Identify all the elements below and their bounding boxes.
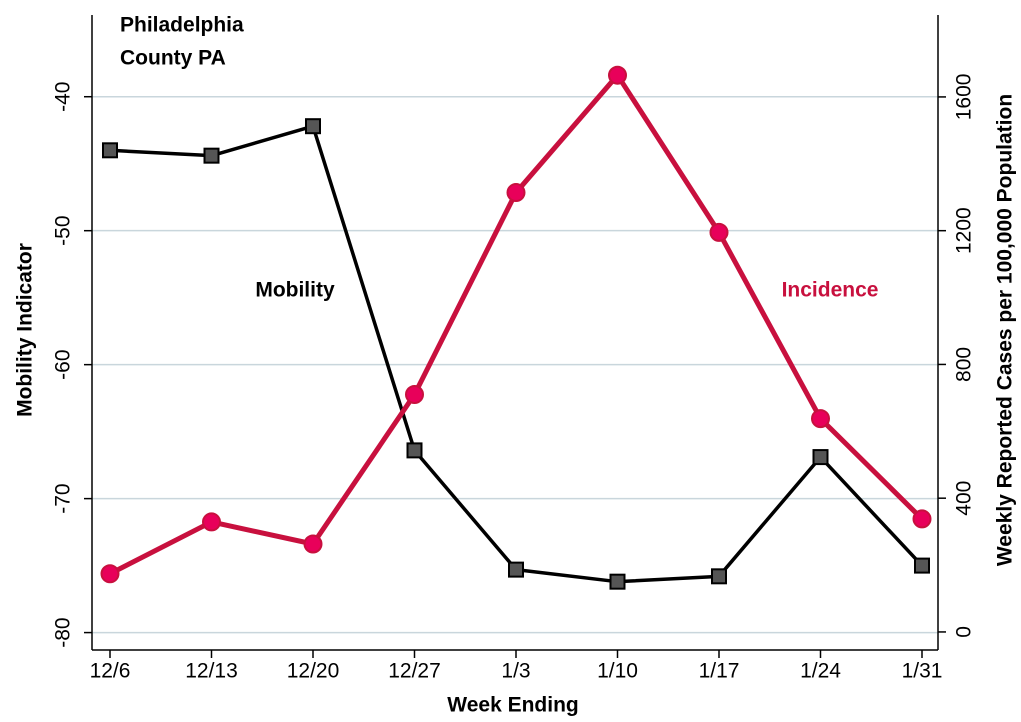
marker	[812, 449, 829, 466]
marker	[508, 561, 524, 578]
marker	[912, 509, 932, 529]
marker	[406, 442, 423, 459]
marker	[100, 564, 120, 584]
x-tick-label: 1/3	[501, 660, 530, 683]
y-tick-label: -40	[52, 82, 75, 112]
y-tick-label: -80	[52, 617, 75, 647]
y2-axis-title: Weekly Reported Cases per 100,000 Popula…	[994, 94, 1017, 566]
y2-tick-label: 800	[953, 347, 976, 382]
series-label: Mobility	[255, 279, 335, 302]
x-tick-label: 1/24	[800, 660, 841, 683]
marker	[506, 183, 526, 203]
marker	[608, 65, 627, 85]
y-tick-label: -50	[52, 216, 75, 246]
marker	[203, 147, 220, 164]
marker	[405, 385, 424, 405]
x-tick-label: 12/6	[90, 660, 131, 683]
x-tick-label: 1/17	[699, 660, 740, 683]
x-tick-label: 12/13	[185, 660, 238, 683]
y2-tick-label: 400	[953, 481, 976, 516]
y2-tick-label: 1200	[953, 207, 976, 254]
y2-tick-label: 1600	[953, 74, 976, 121]
marker	[811, 409, 830, 429]
x-axis-title: Week Ending	[447, 694, 578, 717]
chart-title: County PA	[120, 47, 226, 70]
marker	[102, 142, 118, 159]
marker	[305, 118, 321, 135]
marker	[914, 557, 930, 574]
y-tick-label: -60	[52, 349, 75, 379]
x-tick-label: 12/27	[388, 660, 441, 683]
x-tick-label: 1/10	[597, 660, 638, 683]
marker	[609, 573, 626, 590]
x-tick-label: 12/20	[287, 660, 340, 683]
y2-tick-label: 0	[953, 626, 976, 638]
series-label: Incidence	[782, 279, 879, 302]
marker	[303, 534, 323, 554]
x-tick-label: 1/31	[902, 660, 943, 683]
marker	[202, 512, 221, 532]
y-tick-label: -70	[52, 483, 75, 513]
marker	[711, 568, 727, 585]
marker	[709, 222, 729, 242]
y-axis-title: Mobility Indicator	[14, 243, 37, 417]
chart-title: Philadelphia	[120, 14, 244, 37]
